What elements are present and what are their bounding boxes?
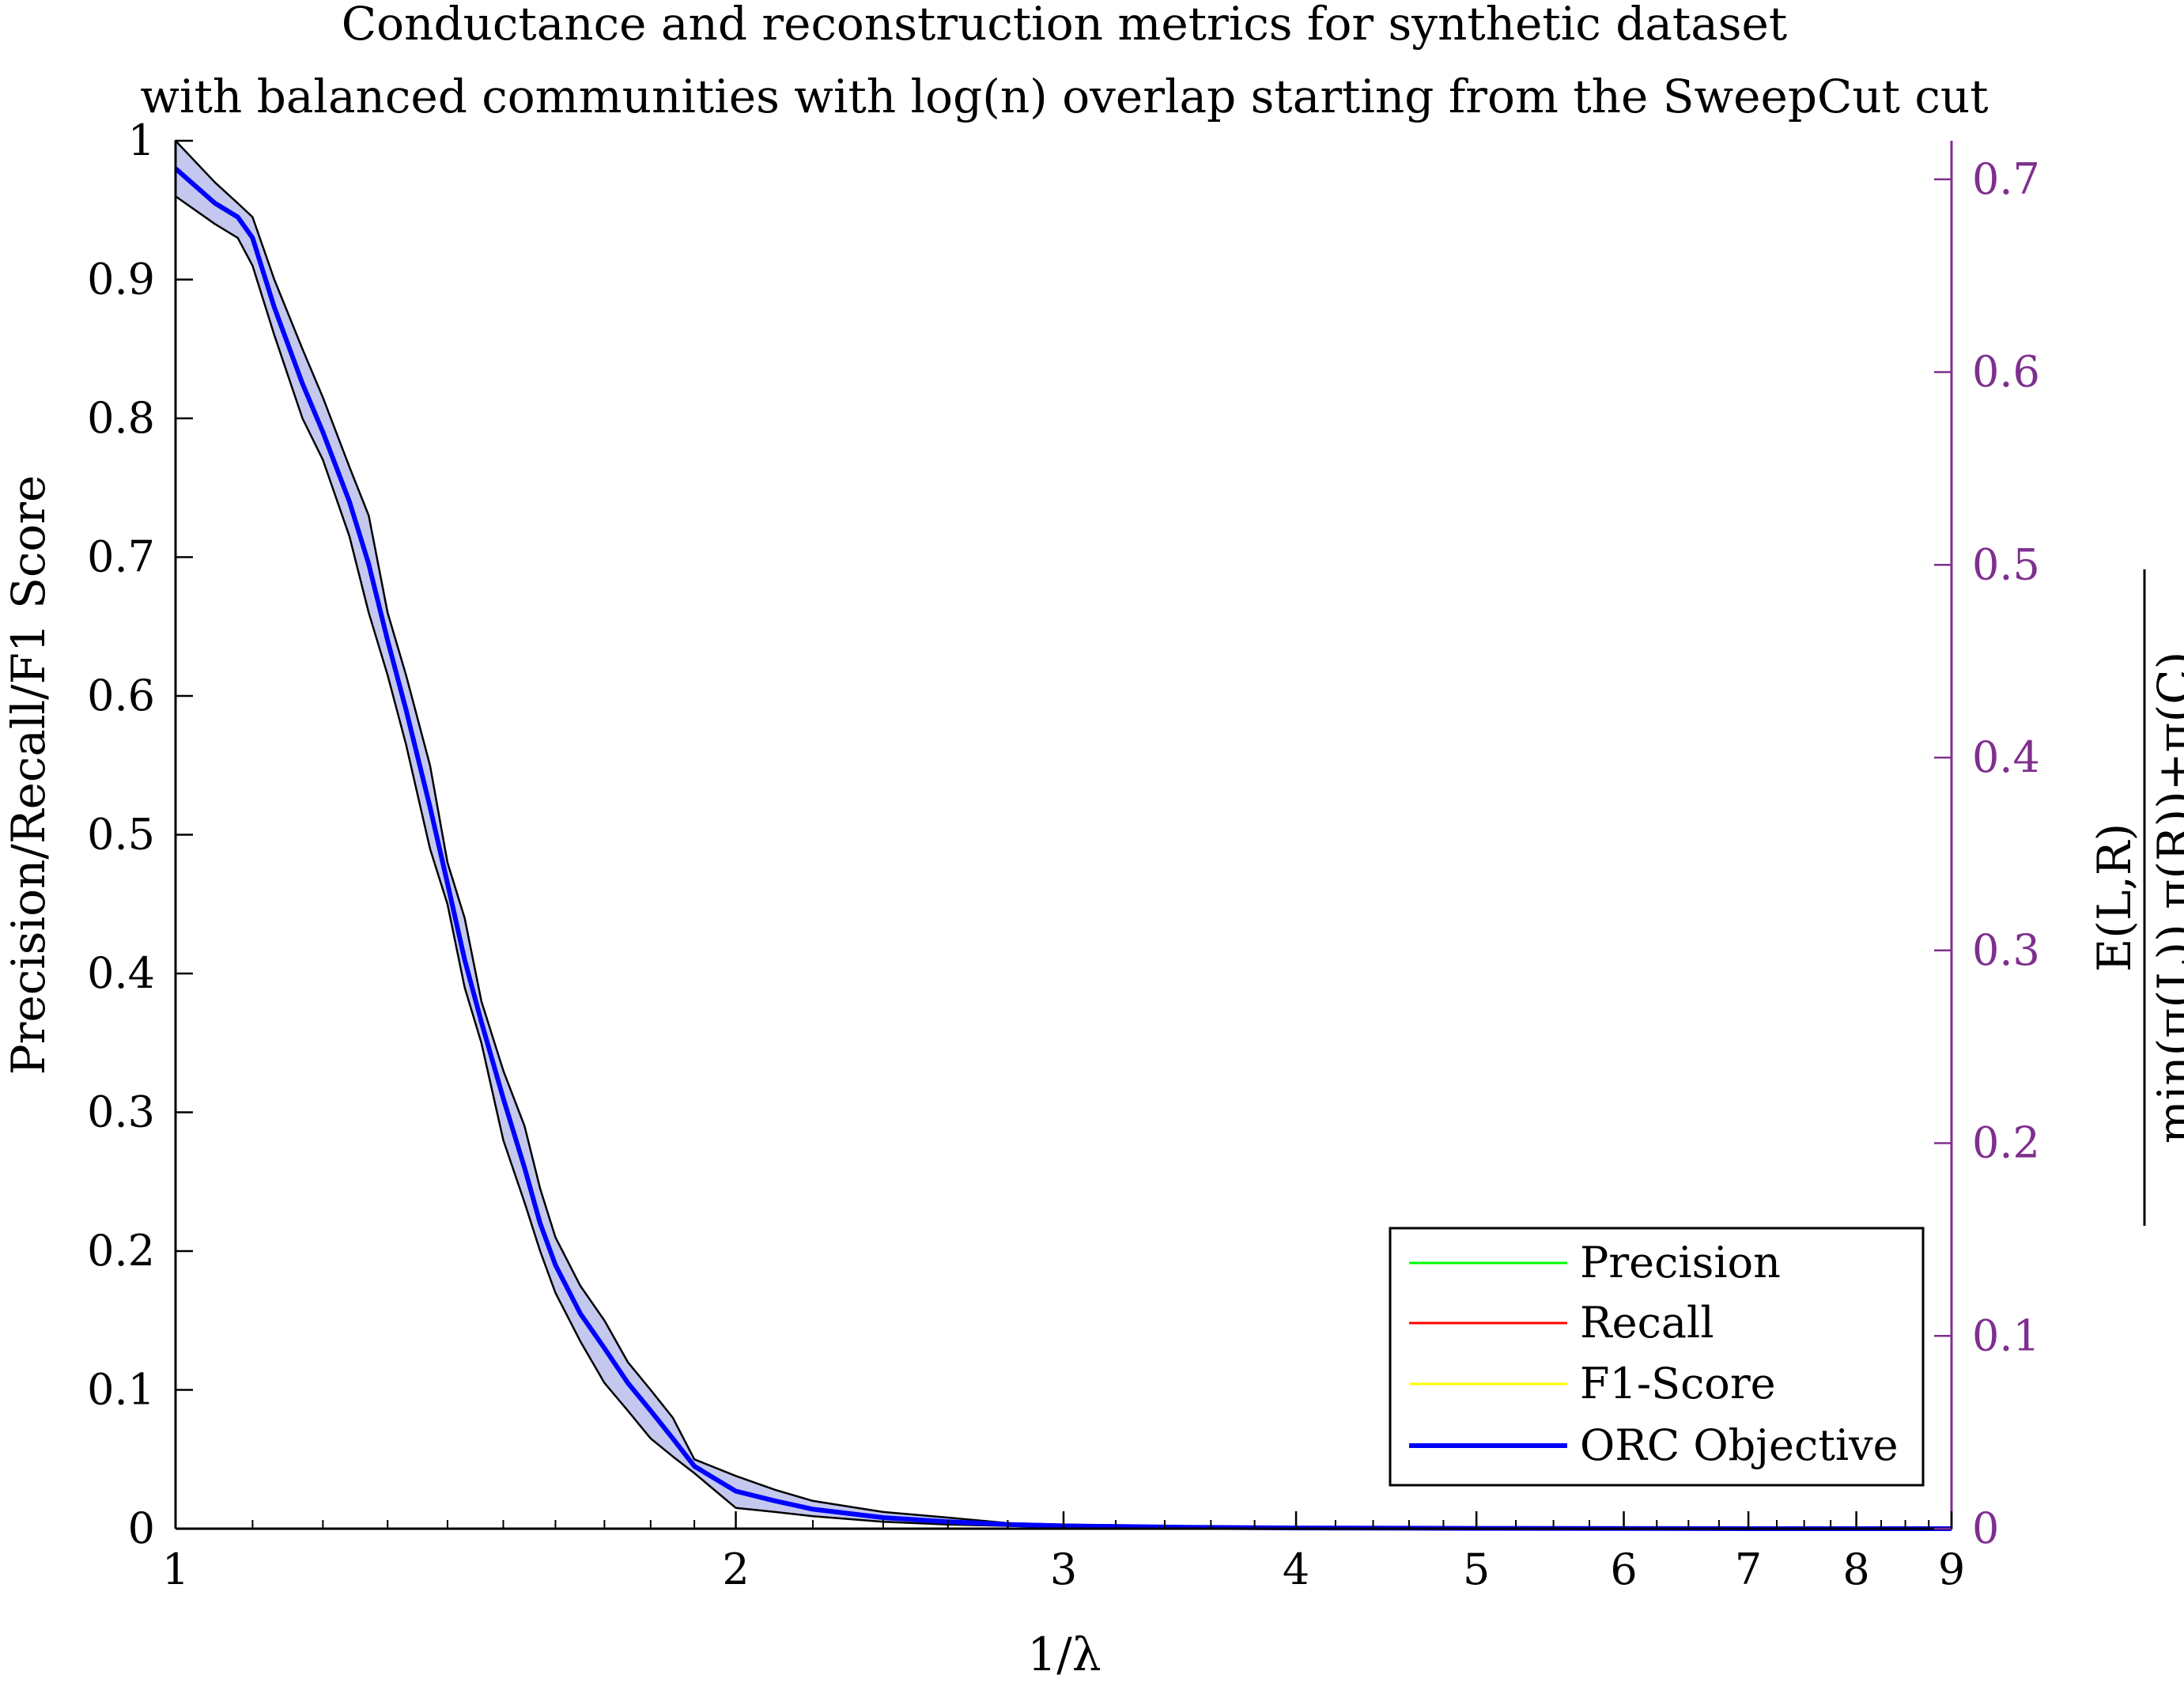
x-tick-label: 8 bbox=[1842, 1544, 1869, 1594]
left-y-tick-label: 0.4 bbox=[87, 948, 155, 998]
right-y-tick-label: 0.6 bbox=[1972, 347, 2040, 397]
legend: Precision Recall F1-Score ORC Objective bbox=[1389, 1227, 1925, 1487]
right-y-tick-label: 0.4 bbox=[1972, 732, 2040, 782]
chart-title-line-2: with balanced communities with log(n) ov… bbox=[140, 70, 1988, 123]
left-y-tick-label: 0.5 bbox=[87, 810, 155, 860]
legend-box bbox=[1389, 1227, 1925, 1487]
x-tick-label: 2 bbox=[722, 1544, 749, 1594]
right-y-tick-label: 0.2 bbox=[1972, 1118, 2040, 1168]
series-line-orc-objective bbox=[174, 166, 1952, 1531]
x-ticks: 1 2 3 4 5 6 7 8 9 bbox=[162, 1511, 1965, 1594]
x-tick-label: 4 bbox=[1283, 1544, 1309, 1594]
legend-label-precision: Precision bbox=[1580, 1238, 1781, 1287]
right-y-ticks: 0 0.1 0.2 0.3 0.4 0.5 0.6 0.7 bbox=[1934, 154, 2040, 1553]
x-tick-label: 1 bbox=[162, 1544, 189, 1594]
series-line-layer bbox=[174, 166, 1952, 1531]
x-tick-label: 5 bbox=[1463, 1544, 1490, 1594]
x-tick-label: 3 bbox=[1050, 1544, 1077, 1594]
right-y-tick-label: 0.1 bbox=[1972, 1310, 2040, 1360]
right-y-label-denominator: min(π(L)),π(R))+π(C) bbox=[2148, 652, 2184, 1144]
x-axis-label: 1/λ bbox=[1027, 1628, 1101, 1681]
x-tick-label: 9 bbox=[1938, 1544, 1965, 1594]
left-y-tick-label: 0.6 bbox=[87, 671, 155, 720]
legend-label-recall: Recall bbox=[1580, 1298, 1714, 1348]
left-y-tick-label: 1 bbox=[128, 115, 155, 165]
left-y-tick-label: 0.8 bbox=[87, 393, 155, 443]
left-y-tick-label: 0.1 bbox=[87, 1365, 155, 1415]
right-y-label-numerator: E(L,R) bbox=[2088, 823, 2141, 972]
x-tick-label: 6 bbox=[1610, 1544, 1637, 1594]
x-tick-label: 7 bbox=[1735, 1544, 1762, 1594]
chart-title-line-1: Conductance and reconstruction metrics f… bbox=[342, 0, 1787, 51]
right-y-tick-label: 0.5 bbox=[1972, 539, 2040, 589]
left-y-tick-label: 0 bbox=[128, 1503, 155, 1553]
left-y-tick-label: 0.2 bbox=[87, 1226, 155, 1276]
left-y-tick-label: 0.9 bbox=[87, 255, 155, 304]
legend-label-orc: ORC Objective bbox=[1580, 1420, 1899, 1470]
right-y-axis-label: E(L,R) min(π(L)),π(R))+π(C) bbox=[2088, 569, 2184, 1226]
right-y-tick-label: 0.7 bbox=[1972, 154, 2040, 204]
legend-label-f1: F1-Score bbox=[1580, 1359, 1776, 1408]
left-y-tick-label: 0.3 bbox=[87, 1087, 155, 1137]
left-y-ticks: 0 0.1 0.2 0.3 0.4 0.5 0.6 0.7 0.8 0.9 1 bbox=[87, 115, 193, 1553]
left-y-tick-label: 0.7 bbox=[87, 532, 155, 582]
right-y-tick-label: 0 bbox=[1972, 1503, 1999, 1553]
right-y-tick-label: 0.3 bbox=[1972, 925, 2040, 975]
left-y-axis-label: Precision/Recall/F1 Score bbox=[2, 475, 55, 1076]
